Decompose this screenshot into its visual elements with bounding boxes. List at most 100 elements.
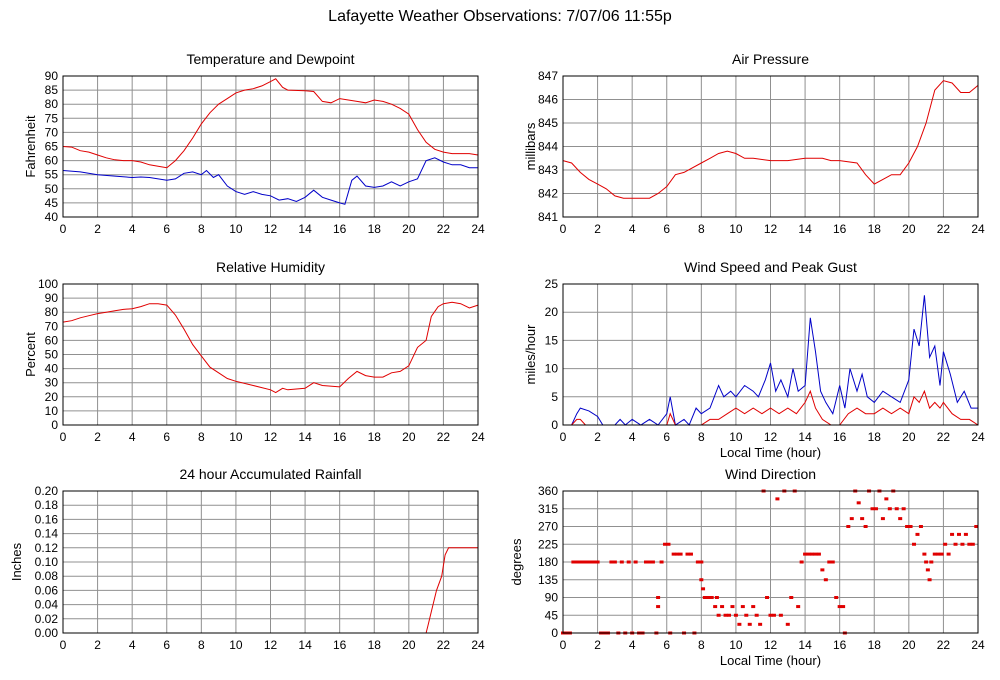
rain-xtick-3: 6: [163, 638, 170, 652]
winddir-point-53: [727, 613, 731, 617]
winddir-point-91: [856, 501, 861, 505]
humidity-xtick-2: 4: [129, 430, 136, 444]
winddir-point-78: [813, 552, 818, 556]
rain-xtick-7: 14: [298, 638, 312, 652]
rain-xtick-4: 8: [198, 638, 205, 652]
wind-xtick-5: 10: [729, 430, 743, 444]
humidity-chart: 0 2 4 6 8 10 12 14 16 18 20 22 240102030405060708090…: [23, 259, 485, 444]
winddir-point-39: [688, 552, 693, 556]
winddir-point-102: [894, 507, 899, 511]
winddir-xtick-11: 22: [937, 638, 951, 652]
winddir-ytick-4: 180: [538, 555, 558, 569]
humidity-ytick-7: 70: [45, 319, 59, 333]
winddir-point-106: [908, 525, 913, 528]
winddir-point-4: [574, 560, 579, 564]
humidity-ytick-8: 80: [45, 305, 59, 319]
winddir-point-104: [901, 507, 906, 511]
temp-chart: 0 2 4 6 8 10 12 14 16 18 20 22 244045505560657075808…: [23, 51, 485, 236]
winddir-point-58: [744, 613, 749, 617]
rain-xtick-12: 24: [471, 638, 485, 652]
wind-ytick-0: 0: [551, 418, 558, 432]
winddir-point-41: [695, 560, 700, 564]
winddir-xtick-2: 4: [629, 638, 636, 652]
humidity-xtick-9: 18: [368, 430, 382, 444]
pressure-xtick-1: 2: [594, 222, 601, 236]
winddir-ytick-3: 135: [538, 573, 558, 587]
winddir-point-51: [720, 605, 725, 609]
temp-xtick-1: 2: [94, 222, 101, 236]
winddir-title: Wind Direction: [725, 466, 816, 482]
wind-xtick-0: 0: [560, 430, 567, 444]
wind-ytick-5: 25: [545, 277, 559, 291]
rain-ylabel: Inches: [9, 542, 24, 581]
temp-ytick-1: 45: [45, 196, 59, 210]
wind-ytick-4: 20: [545, 305, 559, 319]
winddir-point-82: [827, 560, 832, 564]
rain-xtick-6: 12: [264, 638, 278, 652]
winddir-point-113: [927, 578, 932, 582]
winddir-point-127: [974, 525, 979, 528]
rain-ytick-9: 0.18: [35, 498, 59, 512]
winddir-xtick-7: 14: [798, 638, 812, 652]
winddir-point-107: [912, 542, 917, 546]
winddir-point-93: [863, 525, 868, 528]
temp-ytick-6: 70: [45, 125, 59, 139]
wind-ytick-3: 15: [545, 333, 559, 347]
winddir-ytick-8: 360: [538, 484, 558, 498]
rain-xtick-10: 20: [402, 638, 416, 652]
pressure-xtick-12: 24: [971, 222, 985, 236]
winddir-point-14: [609, 560, 614, 564]
winddir-point-89: [849, 517, 854, 521]
wind-series-1-line: [563, 389, 979, 426]
wind-xtick-3: 6: [663, 430, 670, 444]
rain-title: 24 hour Accumulated Rainfall: [179, 466, 361, 482]
temp-xtick-10: 20: [402, 222, 416, 236]
pressure-xtick-7: 14: [798, 222, 812, 236]
winddir-point-6: [581, 560, 586, 564]
winddir-point-67: [775, 497, 780, 501]
wind-xlabel: Local Time (hour): [720, 445, 821, 460]
pressure-ytick-0: 841: [538, 210, 558, 224]
temp-xtick-4: 8: [198, 222, 205, 236]
winddir-point-118: [943, 542, 948, 546]
wind-xtick-10: 20: [902, 430, 916, 444]
temp-frame: [62, 75, 479, 218]
winddir-point-126: [970, 542, 975, 546]
rain-ytick-0: 0.00: [35, 626, 59, 640]
humidity-ytick-0: 0: [51, 418, 58, 432]
temp-series-0-line: [62, 78, 479, 169]
winddir-point-81: [823, 578, 828, 582]
humidity-xtick-11: 22: [437, 430, 451, 444]
winddir-xtick-9: 18: [868, 638, 882, 652]
temp-xtick-5: 10: [229, 222, 243, 236]
winddir-point-124: [963, 532, 968, 536]
rain-chart: 0 2 4 6 8 10 12 14 16 18 20 22 240.000.020.040.060.0…: [9, 466, 485, 652]
winddir-point-7: [585, 560, 590, 564]
humidity-ytick-2: 20: [45, 390, 59, 404]
winddir-point-80: [820, 568, 825, 572]
winddir-point-45: [702, 596, 707, 599]
pressure-ytick-6: 847: [538, 69, 558, 83]
winddir-xtick-1: 2: [594, 638, 601, 652]
winddir-xtick-0: 0: [560, 638, 567, 652]
temp-xtick-8: 16: [333, 222, 347, 236]
winddir-ytick-5: 225: [538, 537, 558, 551]
winddir-point-75: [803, 552, 808, 556]
pressure-ytick-4: 845: [538, 116, 558, 130]
pressure-xtick-0: 0: [560, 222, 567, 236]
winddir-point-62: [758, 622, 763, 626]
humidity-xtick-12: 24: [471, 430, 485, 444]
winddir-point-105: [905, 525, 910, 528]
winddir-point-71: [789, 596, 794, 599]
winddir-point-3: [571, 560, 576, 564]
winddir-point-52: [723, 613, 728, 617]
pressure-xtick-3: 6: [663, 222, 670, 236]
winddir-point-60: [751, 605, 756, 609]
pressure-series-0-line: [562, 80, 979, 199]
wind-frame: [562, 283, 979, 426]
winddir-point-86: [841, 605, 846, 609]
rain-xtick-2: 4: [129, 638, 136, 652]
winddir-point-35: [675, 552, 680, 556]
wind-xtick-12: 24: [971, 430, 985, 444]
